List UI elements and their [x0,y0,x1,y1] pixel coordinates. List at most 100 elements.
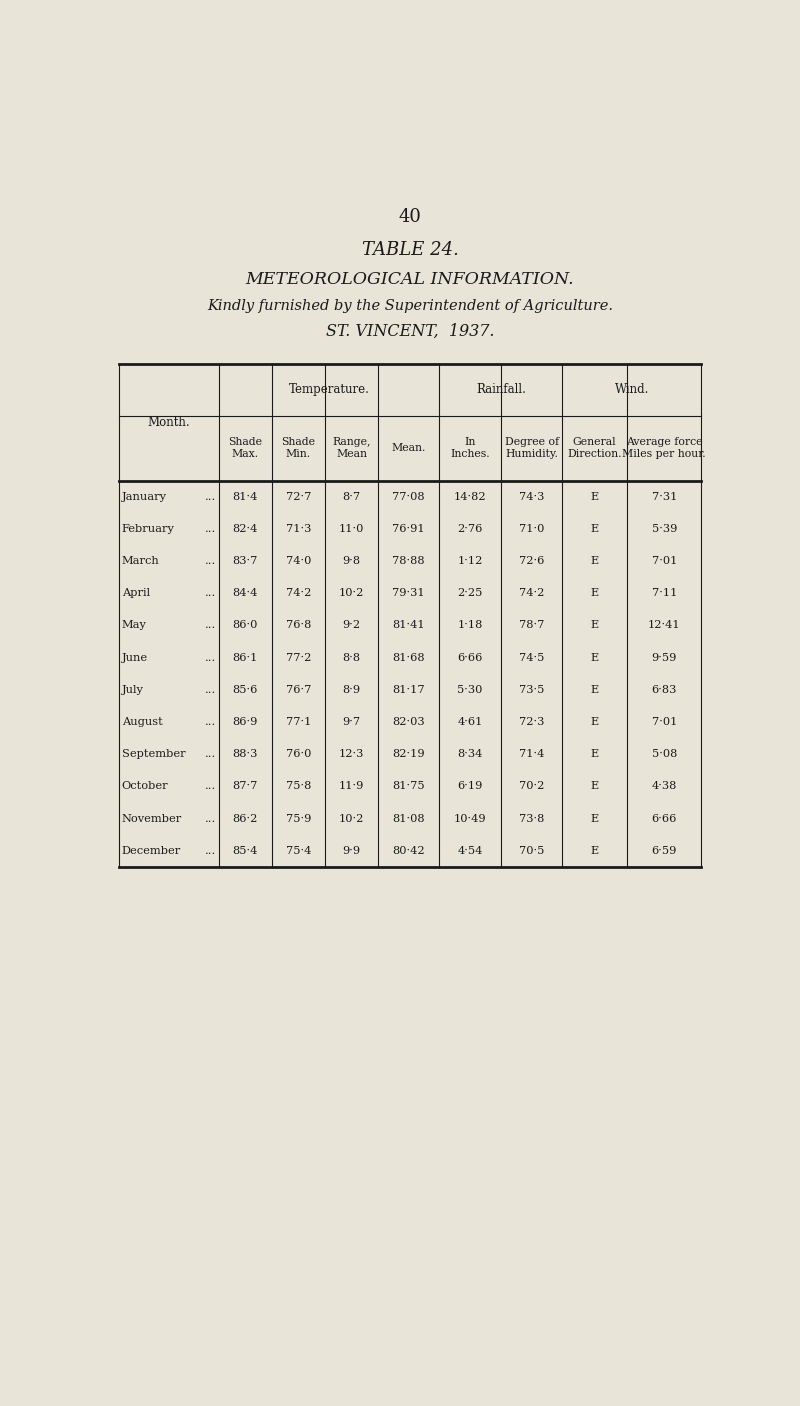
Text: 9·2: 9·2 [342,620,361,630]
Text: 1·12: 1·12 [458,555,483,567]
Text: 6·59: 6·59 [651,846,677,856]
Text: Temperature.: Temperature. [289,382,370,396]
Text: 85·6: 85·6 [233,685,258,695]
Text: 72·6: 72·6 [519,555,544,567]
Text: May: May [122,620,146,630]
Text: 7·11: 7·11 [651,588,677,598]
Text: ...: ... [205,717,216,727]
Text: 81·08: 81·08 [392,814,425,824]
Text: 5·30: 5·30 [458,685,483,695]
Text: 71·4: 71·4 [519,749,544,759]
Text: ...: ... [205,620,216,630]
Text: 73·8: 73·8 [519,814,544,824]
Text: 86·2: 86·2 [233,814,258,824]
Text: 81·75: 81·75 [392,782,425,792]
Text: E: E [590,685,598,695]
Text: E: E [590,782,598,792]
Text: TABLE 24.: TABLE 24. [362,240,458,259]
Text: 6·66: 6·66 [458,652,483,662]
Text: Kindly furnished by the Superintendent of Agriculture.: Kindly furnished by the Superintendent o… [207,299,613,314]
Text: 8·8: 8·8 [342,652,361,662]
Text: ...: ... [205,846,216,856]
Text: January: January [122,492,166,502]
Text: 75·4: 75·4 [286,846,311,856]
Text: 11·0: 11·0 [338,524,364,534]
Text: 84·4: 84·4 [233,588,258,598]
Text: E: E [590,588,598,598]
Text: Degree of
Humidity.: Degree of Humidity. [505,437,558,460]
Text: 88·3: 88·3 [233,749,258,759]
Text: February: February [122,524,174,534]
Text: 14·82: 14·82 [454,492,486,502]
Text: 8·34: 8·34 [458,749,483,759]
Text: 72·7: 72·7 [286,492,311,502]
Text: March: March [122,555,159,567]
Text: 76·91: 76·91 [392,524,425,534]
Text: August: August [122,717,162,727]
Text: E: E [590,717,598,727]
Text: 78·7: 78·7 [519,620,544,630]
Text: ...: ... [205,749,216,759]
Text: Shade
Max.: Shade Max. [228,437,262,460]
Text: 72·3: 72·3 [519,717,544,727]
Text: ...: ... [205,588,216,598]
Text: 9·9: 9·9 [342,846,361,856]
Text: ...: ... [205,685,216,695]
Text: 81·68: 81·68 [392,652,425,662]
Text: Month.: Month. [147,416,190,429]
Text: 11·9: 11·9 [338,782,364,792]
Text: October: October [122,782,168,792]
Text: 12·3: 12·3 [338,749,364,759]
Text: 71·3: 71·3 [286,524,311,534]
Text: 75·8: 75·8 [286,782,311,792]
Text: E: E [590,492,598,502]
Text: 10·2: 10·2 [338,814,364,824]
Text: 79·31: 79·31 [392,588,425,598]
Text: 73·5: 73·5 [519,685,544,695]
Text: 77·1: 77·1 [286,717,311,727]
Text: 74·3: 74·3 [519,492,544,502]
Text: ...: ... [205,492,216,502]
Text: 70·2: 70·2 [519,782,544,792]
Text: 8·9: 8·9 [342,685,361,695]
Text: 83·7: 83·7 [233,555,258,567]
Text: 4·38: 4·38 [651,782,677,792]
Text: 7·01: 7·01 [651,555,677,567]
Text: Shade
Min.: Shade Min. [282,437,315,460]
Text: 8·7: 8·7 [342,492,361,502]
Text: 4·54: 4·54 [458,846,483,856]
Text: 7·01: 7·01 [651,717,677,727]
Text: 71·0: 71·0 [519,524,544,534]
Text: 77·08: 77·08 [392,492,425,502]
Text: 9·7: 9·7 [342,717,361,727]
Text: General
Direction.: General Direction. [567,437,622,460]
Text: E: E [590,652,598,662]
Text: 81·41: 81·41 [392,620,425,630]
Text: 77·2: 77·2 [286,652,311,662]
Text: 5·08: 5·08 [651,749,677,759]
Text: 76·0: 76·0 [286,749,311,759]
Text: 78·88: 78·88 [392,555,425,567]
Text: 81·17: 81·17 [392,685,425,695]
Text: 40: 40 [398,208,422,226]
Text: 6·66: 6·66 [651,814,677,824]
Text: July: July [122,685,143,695]
Text: ...: ... [205,652,216,662]
Text: E: E [590,814,598,824]
Text: E: E [590,749,598,759]
Text: ...: ... [205,814,216,824]
Text: 12·41: 12·41 [648,620,681,630]
Text: 1·18: 1·18 [458,620,483,630]
Text: E: E [590,524,598,534]
Text: 6·19: 6·19 [458,782,483,792]
Text: 85·4: 85·4 [233,846,258,856]
Text: 5·39: 5·39 [651,524,677,534]
Text: 70·5: 70·5 [519,846,544,856]
Text: 86·1: 86·1 [233,652,258,662]
Text: April: April [122,588,150,598]
Text: Average force
Miles per hour.: Average force Miles per hour. [622,437,706,460]
Text: 6·83: 6·83 [651,685,677,695]
Text: 10·2: 10·2 [338,588,364,598]
Text: 86·9: 86·9 [233,717,258,727]
Text: 82·03: 82·03 [392,717,425,727]
